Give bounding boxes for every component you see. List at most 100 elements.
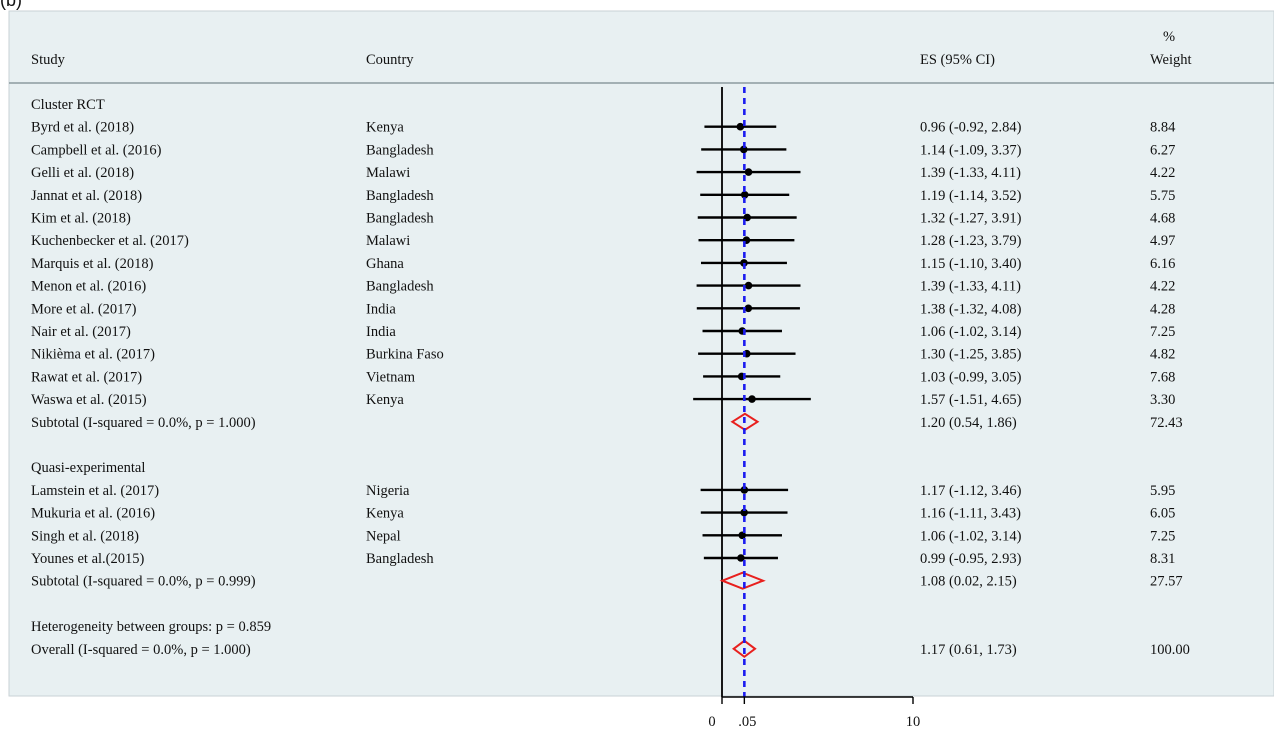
es-label: 1.06 (-1.02, 3.14) <box>920 324 1022 340</box>
point-estimate <box>740 259 748 267</box>
country-label: India <box>366 324 396 340</box>
study-label: Campbell et al. (2016) <box>31 142 162 158</box>
study-label: Jannat et al. (2018) <box>31 188 142 204</box>
point-estimate <box>744 281 753 290</box>
header-weight: Weight <box>1150 52 1192 68</box>
point-estimate <box>740 191 749 199</box>
es-label: 1.17 (-1.12, 3.46) <box>920 483 1022 499</box>
plot-panel <box>8 10 1274 697</box>
weight-label: 4.97 <box>1150 233 1175 249</box>
group-label: Cluster RCT <box>31 97 105 113</box>
x-tick-label: 10 <box>906 714 921 729</box>
weight-label: 4.82 <box>1150 347 1175 363</box>
point-estimate <box>744 304 753 313</box>
study-label: Rawat et al. (2017) <box>31 369 142 385</box>
es-label: 1.06 (-1.02, 3.14) <box>920 528 1022 544</box>
study-label: Marquis et al. (2018) <box>31 256 154 272</box>
weight-label: 4.22 <box>1150 279 1175 295</box>
study-label: Waswa et al. (2015) <box>31 392 147 408</box>
header-es: ES (95% CI) <box>920 52 995 68</box>
panel-label: (b) <box>0 0 22 10</box>
subtotal-diamond <box>730 412 760 431</box>
study-label: Younes et al.(2015) <box>31 551 144 567</box>
es-label: 1.39 (-1.33, 4.11) <box>920 165 1021 181</box>
header-country: Country <box>366 52 414 68</box>
point-estimate <box>740 486 749 494</box>
study-label: Byrd et al. (2018) <box>31 120 134 136</box>
es-label: 1.15 (-1.10, 3.40) <box>920 256 1022 272</box>
country-label: Bangladesh <box>366 188 434 204</box>
es-label: 1.14 (-1.09, 3.37) <box>920 142 1022 158</box>
overall-weight-label: 100.00 <box>1150 642 1190 658</box>
point-estimate <box>736 122 745 131</box>
country-label: Nepal <box>366 528 401 544</box>
weight-label: 5.75 <box>1150 188 1175 204</box>
study-label: Singh et al. (2018) <box>31 528 139 544</box>
weight-label: 5.95 <box>1150 483 1175 499</box>
es-label: 1.28 (-1.23, 3.79) <box>920 233 1022 249</box>
group-label: Quasi-experimental <box>31 460 145 476</box>
point-estimate <box>739 145 748 154</box>
overall-es-label: 1.17 (0.61, 1.73) <box>920 642 1017 658</box>
es-label: 1.30 (-1.25, 3.85) <box>920 347 1022 363</box>
es-label: 1.16 (-1.11, 3.43) <box>920 506 1021 522</box>
study-label: Kuchenbecker et al. (2017) <box>31 233 189 249</box>
weight-label: 4.22 <box>1150 165 1175 181</box>
country-label: Malawi <box>366 165 410 181</box>
country-label: Kenya <box>366 506 404 522</box>
study-label: Menon et al. (2016) <box>31 279 146 295</box>
weight-label: 7.25 <box>1150 528 1175 544</box>
es-label: 1.39 (-1.33, 4.11) <box>920 279 1021 295</box>
country-label: Bangladesh <box>366 551 434 567</box>
es-label: 1.03 (-0.99, 3.05) <box>920 369 1022 385</box>
subtotal-diamond <box>719 571 766 590</box>
country-label: Ghana <box>366 256 404 272</box>
country-label: Malawi <box>366 233 410 249</box>
subtotal-label: Subtotal (I-squared = 0.0%, p = 1.000) <box>31 415 256 431</box>
weight-label: 6.27 <box>1150 142 1175 158</box>
country-label: Bangladesh <box>366 279 434 295</box>
country-label: Kenya <box>366 120 404 136</box>
weight-label: 4.28 <box>1150 301 1175 317</box>
study-label: More et al. (2017) <box>31 301 137 317</box>
es-label: 1.38 (-1.32, 4.08) <box>920 301 1022 317</box>
study-label: Nair et al. (2017) <box>31 324 131 340</box>
country-label: Bangladesh <box>366 211 434 227</box>
weight-label: 7.25 <box>1150 324 1175 340</box>
country-label: Burkina Faso <box>366 347 444 363</box>
country-label: Vietnam <box>366 369 416 385</box>
study-label: Nikièma et al. (2017) <box>31 347 155 363</box>
study-label: Mukuria et al. (2016) <box>31 506 155 522</box>
country-label: India <box>366 301 396 317</box>
weight-label: 7.68 <box>1150 369 1175 385</box>
study-label: Kim et al. (2018) <box>31 211 131 227</box>
es-label: 0.99 (-0.95, 2.93) <box>920 551 1022 567</box>
heterogeneity-label: Heterogeneity between groups: p = 0.859 <box>31 619 271 635</box>
overall-diamond <box>731 639 757 659</box>
subtotal-label: Subtotal (I-squared = 0.0%, p = 0.999) <box>31 574 256 590</box>
point-estimate <box>738 531 747 540</box>
country-label: Nigeria <box>366 483 410 499</box>
overall-label: Overall (I-squared = 0.0%, p = 1.000) <box>31 642 251 658</box>
country-label: Kenya <box>366 392 404 408</box>
point-estimate <box>744 168 753 176</box>
es-label: 1.19 (-1.14, 3.52) <box>920 188 1022 204</box>
point-estimate <box>740 508 748 517</box>
weight-label: 4.68 <box>1150 211 1175 227</box>
study-label: Gelli et al. (2018) <box>31 165 134 181</box>
study-label: Lamstein et al. (2017) <box>31 483 159 499</box>
weight-label: 8.84 <box>1150 120 1176 136</box>
header-study: Study <box>31 52 66 68</box>
es-label: 1.32 (-1.27, 3.91) <box>920 211 1022 227</box>
weight-label: 8.31 <box>1150 551 1175 567</box>
country-label: Bangladesh <box>366 142 434 158</box>
weight-label: 6.05 <box>1150 506 1175 522</box>
point-estimate <box>737 554 745 562</box>
x-tick-label: 0 <box>708 714 715 729</box>
subtotal-weight-label: 72.43 <box>1150 415 1183 431</box>
es-label: 0.96 (-0.92, 2.84) <box>920 120 1022 136</box>
es-label: 1.57 (-1.51, 4.65) <box>920 392 1022 408</box>
x-tick-label: .05 <box>738 714 756 729</box>
subtotal-es-label: 1.20 (0.54, 1.86) <box>920 415 1017 431</box>
